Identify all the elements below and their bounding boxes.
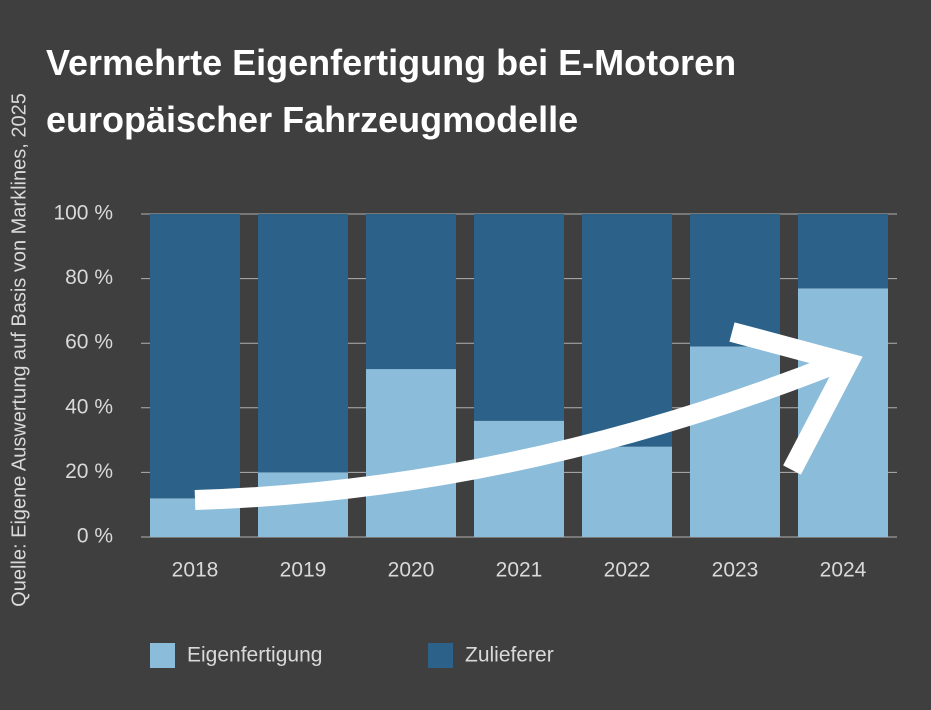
- trend-arrow: [194, 322, 863, 510]
- x-tick-label: 2022: [604, 559, 651, 582]
- y-tick-label: 20 %: [65, 460, 113, 483]
- bar-segment: [366, 214, 456, 370]
- source-note: Quelle: Eigene Auswertung auf Basis von …: [8, 93, 30, 607]
- legend-label: Eigenfertigung: [187, 644, 322, 667]
- x-tick-label: 2019: [280, 559, 327, 582]
- legend-swatch: [428, 643, 453, 668]
- x-tick-label: 2023: [712, 559, 759, 582]
- bar-segment: [150, 214, 240, 499]
- bars: [150, 214, 888, 537]
- x-tick-label: 2024: [820, 559, 867, 582]
- y-tick-label: 60 %: [65, 331, 113, 354]
- bar-segment: [582, 446, 672, 537]
- legend-label: Zulieferer: [465, 644, 554, 667]
- y-tick-label: 40 %: [65, 395, 113, 418]
- bar-segment: [690, 346, 780, 537]
- bar-segment: [366, 369, 456, 537]
- x-tick-label: 2018: [172, 559, 219, 582]
- y-tick-label: 100 %: [53, 202, 113, 225]
- bar-segment: [582, 214, 672, 447]
- y-tick-label: 0 %: [77, 525, 113, 548]
- bar-segment: [474, 214, 564, 421]
- x-tick-label: 2021: [496, 559, 543, 582]
- bar-segment: [258, 214, 348, 473]
- y-tick-label: 80 %: [65, 266, 113, 289]
- legend-swatch: [150, 643, 175, 668]
- chart-title: Vermehrte Eigenfertigung bei E-Motoren: [46, 42, 736, 83]
- chart-title: europäischer Fahrzeugmodelle: [46, 99, 578, 140]
- x-tick-label: 2020: [388, 559, 435, 582]
- arrow-head: [729, 322, 863, 475]
- labels: 0 % 20 % 40 % 60 % 80 % 100 % 2018 2019 2020 2021…: [53, 202, 867, 668]
- bar-segment: [798, 214, 888, 289]
- arrow-shaft: [194, 352, 844, 510]
- bar-segment: [474, 420, 564, 537]
